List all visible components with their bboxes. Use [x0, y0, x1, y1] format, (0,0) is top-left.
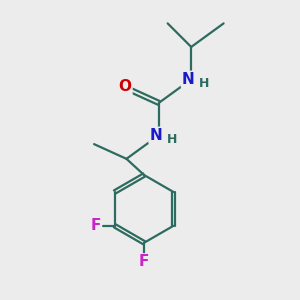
Text: H: H: [167, 133, 177, 146]
Text: H: H: [199, 77, 210, 90]
Text: F: F: [139, 254, 149, 269]
Text: O: O: [118, 79, 131, 94]
Text: F: F: [91, 218, 101, 233]
Text: N: N: [149, 128, 162, 143]
Text: N: N: [182, 72, 195, 87]
